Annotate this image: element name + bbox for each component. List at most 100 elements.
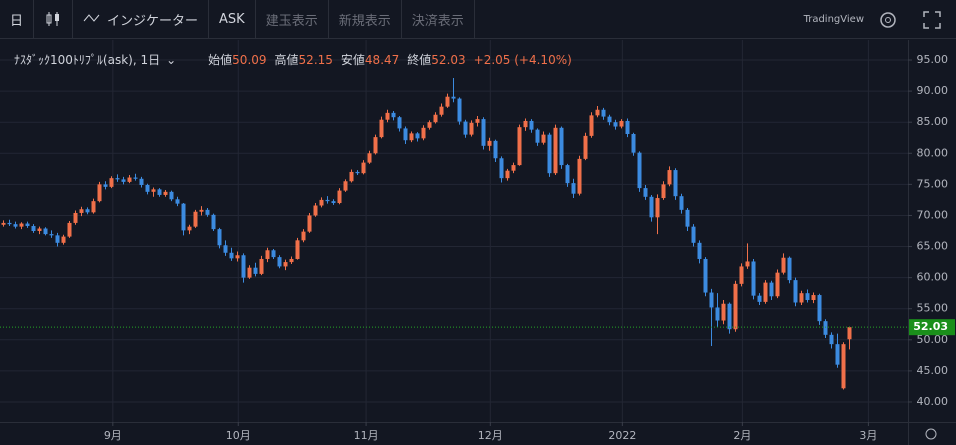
chart-style-button[interactable]	[34, 0, 74, 38]
candle-body	[67, 222, 72, 237]
ask-button[interactable]: ASK	[209, 0, 256, 38]
candle-body	[589, 115, 594, 136]
candle-body	[823, 321, 828, 335]
candle-body	[163, 191, 168, 195]
ohlc-value: 52.03	[431, 53, 465, 67]
candle-icon	[46, 12, 60, 26]
candle-body	[205, 209, 210, 215]
y-tick-label: 70.00	[917, 208, 949, 221]
candle-body	[391, 112, 396, 118]
y-tick-label: 60.00	[917, 271, 949, 284]
ohlc-label: 高値	[275, 52, 299, 67]
x-tick-label: 2022	[608, 429, 636, 442]
candle-body	[631, 134, 636, 153]
ohlc-value: 52.15	[299, 53, 333, 67]
ohlc-value: 48.47	[365, 53, 399, 67]
candle-body	[619, 120, 624, 127]
candle-body	[61, 236, 66, 243]
candle-body	[211, 214, 216, 230]
candle-body	[511, 165, 516, 171]
candle-body	[523, 120, 528, 128]
candle-body	[217, 229, 222, 246]
candle-body	[571, 183, 576, 194]
toolbar: 日 インジケーター ASK 建玉表示 新規表示 決済表示 TradingView	[0, 0, 956, 39]
candle-body	[193, 211, 198, 227]
candle-body	[697, 242, 702, 259]
candle-body	[49, 234, 54, 236]
candle-body	[547, 134, 552, 174]
y-tick-label: 90.00	[917, 84, 949, 97]
candle-body	[265, 250, 270, 259]
candle-body	[415, 133, 420, 139]
toggle-button[interactable]: 決済表示	[402, 0, 475, 38]
candle-body	[595, 109, 600, 116]
candle-body	[55, 235, 60, 243]
candle-body	[247, 267, 252, 278]
candle-body	[643, 188, 648, 197]
y-tick-label: 40.00	[917, 395, 949, 408]
candle-body	[499, 158, 504, 179]
candle-body	[655, 198, 660, 218]
candle-body	[403, 128, 408, 141]
candle-body	[121, 179, 126, 182]
toggle-button[interactable]: 新規表示	[329, 0, 402, 38]
candle-body	[253, 267, 258, 274]
indicator-icon	[83, 14, 100, 22]
candle-body	[553, 127, 558, 174]
candle-body	[235, 255, 240, 259]
x-tick-label: 11月	[354, 429, 379, 442]
candle-body	[625, 120, 630, 135]
candle-body	[577, 158, 582, 194]
indicators-button[interactable]: インジケーター	[73, 0, 210, 38]
chevron: ⌄	[166, 53, 176, 67]
candle-body	[115, 178, 120, 180]
fullscreen-icon[interactable]	[922, 10, 942, 30]
candle-body	[145, 184, 150, 192]
axis-settings-icon[interactable]	[925, 428, 937, 440]
settings-icon[interactable]	[878, 10, 898, 30]
candle-body	[817, 295, 822, 322]
y-tick-label: 55.00	[917, 302, 949, 315]
candle-body	[241, 255, 246, 278]
candle-body	[385, 112, 390, 120]
candle-body	[7, 222, 12, 225]
candle-body	[373, 137, 378, 154]
candle-body	[259, 258, 264, 274]
candle-body	[745, 261, 750, 267]
candle-body	[847, 327, 852, 340]
candle-body	[271, 250, 276, 258]
candle-body	[787, 257, 792, 281]
candle-body	[199, 209, 204, 212]
candle-body	[337, 190, 342, 204]
candle-body	[559, 127, 564, 166]
candle-body	[79, 209, 84, 213]
x-tick-label: 2月	[733, 429, 751, 442]
candle-body	[343, 181, 348, 191]
legend: ﾅｽﾀﾞｯｸ100ﾄﾘﾌﾟﾙ(ask), 1日 ⌄ 始値50.09 高値52.15 安値…	[14, 52, 572, 67]
ohlc-value: 50.09	[232, 53, 266, 67]
candle-body	[781, 257, 786, 273]
chart: 40.00 45.00 50.00 55.00 60.00 65.00 70.00 75.00…	[0, 40, 956, 445]
candle-body	[379, 119, 384, 138]
candle-body	[367, 153, 372, 163]
candle-body	[475, 119, 480, 123]
candle-body	[301, 231, 306, 241]
candle-body	[229, 252, 234, 259]
candle-body	[535, 129, 540, 143]
candle-body	[319, 199, 324, 206]
candle-body	[307, 215, 312, 232]
candle-body	[433, 114, 438, 123]
candle-body	[757, 295, 762, 302]
candle-body	[715, 307, 720, 321]
toggle-button[interactable]: 建玉表示	[256, 0, 329, 38]
candle-body	[313, 205, 318, 216]
candle-body	[727, 303, 732, 330]
candle-body	[733, 283, 738, 330]
candle-body	[487, 140, 492, 146]
candle-body	[469, 122, 474, 135]
candle-body	[517, 127, 522, 166]
interval-button[interactable]: 日	[0, 0, 35, 38]
candle-body	[685, 209, 690, 227]
candle-body	[223, 245, 228, 253]
